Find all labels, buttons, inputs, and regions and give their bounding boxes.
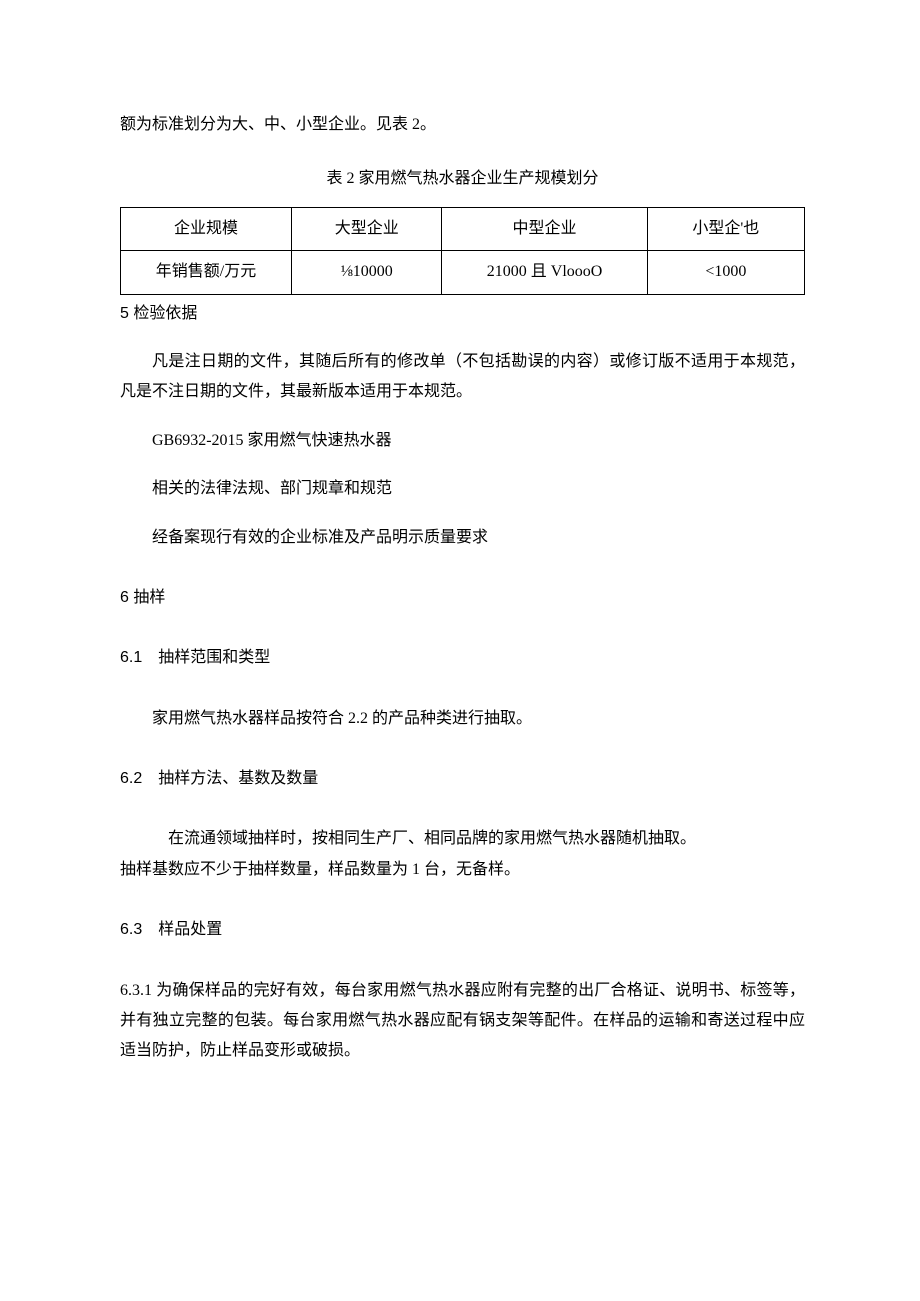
intro-line: 额为标准划分为大、中、小型企业。见表 2。 [120,110,805,140]
section-6-heading: 6 抽样 [120,583,805,613]
section-5-para-1: 凡是注日期的文件，其随后所有的修改单（不包括勘误的内容）或修订版不适用于本规范，… [120,347,805,408]
section-5-heading: 5 检验依据 [120,299,805,329]
table-caption: 表 2 家用燃气热水器企业生产规模划分 [120,164,805,194]
table-cell: 21000 且 VloooO [442,251,647,294]
table-cell: ⅛10000 [292,251,442,294]
section-6-3-1-para: 6.3.1 为确保样品的完好有效，每台家用燃气热水器应附有完整的出厂合格证、说明… [120,976,805,1067]
section-6-3-heading: 6.3 样品处置 [120,915,805,945]
table-cell: 中型企业 [442,207,647,250]
section-6-1-para: 家用燃气热水器样品按符合 2.2 的产品种类进行抽取。 [120,704,805,734]
table-cell: <1000 [647,251,804,294]
section-5-para-3: 相关的法律法规、部门规章和规范 [120,474,805,504]
table-cell: 年销售额/万元 [121,251,292,294]
table-cell: 小型企'也 [647,207,804,250]
section-6-2-para-1: 在流通领域抽样时，按相同生产厂、相同品牌的家用燃气热水器随机抽取。 [120,824,805,854]
section-6-1-heading: 6.1 抽样范围和类型 [120,643,805,673]
enterprise-scale-table: 企业规模 大型企业 中型企业 小型企'也 年销售额/万元 ⅛10000 2100… [120,207,805,295]
table-cell: 大型企业 [292,207,442,250]
section-5-para-2: GB6932-2015 家用燃气快速热水器 [120,426,805,456]
section-5-para-4: 经备案现行有效的企业标准及产品明示质量要求 [120,523,805,553]
section-6-2-para-2: 抽样基数应不少于抽样数量，样品数量为 1 台，无备样。 [120,855,805,885]
table-row: 年销售额/万元 ⅛10000 21000 且 VloooO <1000 [121,251,805,294]
section-6-2-heading: 6.2 抽样方法、基数及数量 [120,764,805,794]
table-cell: 企业规模 [121,207,292,250]
document-page: 额为标准划分为大、中、小型企业。见表 2。 表 2 家用燃气热水器企业生产规模划… [0,0,920,1301]
table-row: 企业规模 大型企业 中型企业 小型企'也 [121,207,805,250]
